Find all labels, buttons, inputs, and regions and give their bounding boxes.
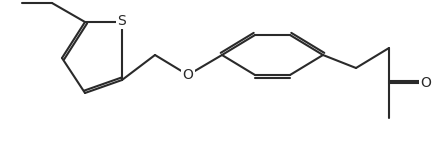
Text: O: O bbox=[421, 76, 431, 90]
Text: S: S bbox=[118, 14, 127, 28]
Text: O: O bbox=[183, 68, 194, 82]
